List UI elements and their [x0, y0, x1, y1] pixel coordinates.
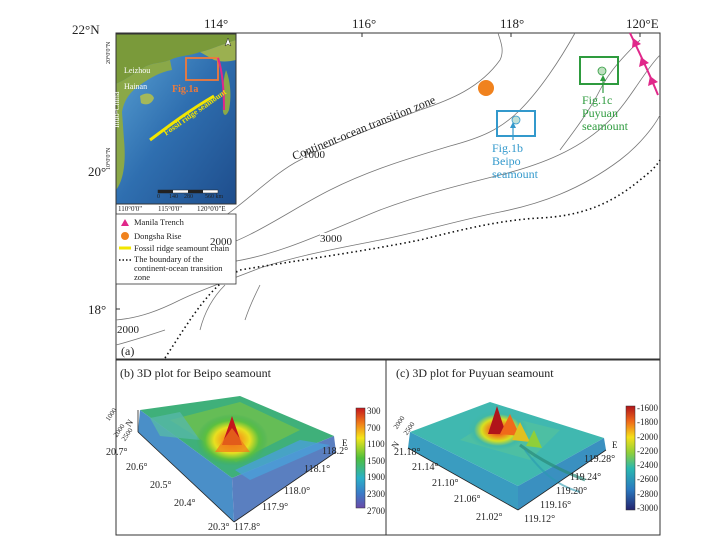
- fig1b-ref: Fig.1b: [492, 141, 524, 155]
- legend-trench-label: Manila Trench: [134, 217, 184, 227]
- panel-c-lon-119-16: 119.16°: [540, 500, 572, 511]
- panel-b-lon-118-1: 118.1°: [304, 464, 331, 475]
- lon-120-label: 120°E: [626, 16, 659, 31]
- puyuan-3d-surface: [407, 402, 607, 511]
- lat-22-label: 22°N: [72, 22, 100, 37]
- panel-b-lon-117-8: 117.8°: [234, 522, 261, 533]
- contour-label-2000a: 2000: [210, 236, 232, 248]
- inset-fig1a-label: Fig.1a: [172, 84, 199, 95]
- panel-a-label: (a): [121, 344, 135, 358]
- panel-b-lat-20-7: 20.7°: [106, 447, 128, 458]
- panel-c-lon-119-20: 119.20°: [556, 486, 588, 497]
- lat-18-label: 18°: [88, 302, 107, 317]
- panel-b-lon-118-2: 118.2°: [322, 446, 349, 457]
- inset-lon-115: 115°0'0": [158, 205, 183, 213]
- panel-c-colorbar-ticks: -1600 -1800 -2000 -2200 -2400 -2600 -280…: [637, 403, 658, 514]
- panel-b-lat-20-4: 20.4°: [174, 498, 196, 509]
- fig1b-type: seamount: [492, 167, 538, 181]
- legend-trench-symbol: [121, 219, 129, 226]
- fig1c-type: seamount: [582, 119, 628, 133]
- puyuan-colorbar: [625, 405, 636, 511]
- inset-hainan-label: Hainan: [124, 82, 148, 91]
- panel-c-east: E: [612, 440, 618, 450]
- contour-label-2000b: 2000: [117, 324, 139, 336]
- legend-dongsha-label: Dongsha Rise: [134, 231, 182, 241]
- panel-c-lat-21-06: 21.06°: [454, 494, 481, 505]
- beipo-3d-surface: [137, 396, 337, 523]
- inset-indochina-label: Indo-China: [112, 91, 121, 128]
- fig1b-name: Beipo: [492, 154, 521, 168]
- panel-b-lon-117-9: 117.9°: [262, 502, 289, 513]
- panel-c-lat-21-18: 21.18°: [394, 447, 421, 458]
- panel-c-title: (c) 3D plot for Puyuan seamount: [396, 366, 554, 380]
- panel-b-lon-118-0: 118.0°: [284, 486, 311, 497]
- panel-b-title: (b) 3D plot for Beipo seamount: [120, 366, 271, 380]
- inset-lon-120: 120°0'0"E: [197, 205, 226, 213]
- legend-dongsha-symbol: [121, 232, 129, 240]
- panel-c-lat-21-02: 21.02°: [476, 512, 503, 523]
- lat-20-label: 20°: [88, 164, 107, 179]
- inset-leizhou-label: Leizhou: [124, 66, 151, 75]
- dongsha-rise-marker: [478, 80, 494, 96]
- panel-b-lat-20-5: 20.5°: [150, 480, 172, 491]
- manila-trench: [629, 32, 659, 96]
- panel-c-lon-119-28: 119.28°: [584, 454, 616, 465]
- fig1c-callout: Fig.1c Puyuan seamount: [582, 94, 628, 133]
- fig1c-ref: Fig.1c: [582, 93, 613, 107]
- beipo-colorbar: [355, 407, 366, 509]
- panel-c-lon-119-12: 119.12°: [524, 514, 556, 525]
- panel-b-east: E: [342, 438, 348, 448]
- panel-b-lat-20-6: 20.6°: [126, 462, 148, 473]
- inset-scale-0: 0: [157, 194, 160, 200]
- panel-c-lon-119-24: 119.24°: [570, 472, 602, 483]
- puyuan-box: [579, 56, 619, 85]
- contour-label-3000: 3000: [320, 233, 342, 245]
- fig1b-callout: Fig.1b Beipo seamount: [492, 142, 538, 181]
- lon-118-label: 118°: [500, 16, 525, 31]
- lon-114-label: 114°: [204, 16, 229, 31]
- lon-116-label: 116°: [352, 16, 377, 31]
- beipo-box: [496, 110, 536, 137]
- legend-boundary-label: The boundary of the continent-ocean tran…: [134, 254, 223, 282]
- panel-b-colorbar-ticks: 300 700 1100 1500 1900 2300 2700: [367, 406, 385, 516]
- inset-lon-110: 110°0'0": [118, 205, 143, 213]
- inset-map: [115, 33, 237, 205]
- inset-lat-20: 20°0'0"N: [106, 41, 112, 64]
- panel-b-lat-20-3: 20.3°: [208, 522, 230, 533]
- contour-label-1000: 1000: [303, 149, 325, 161]
- panel-c-lat-21-14: 21.14°: [412, 462, 439, 473]
- legend: [115, 213, 237, 285]
- inset-scale-140: 140: [169, 194, 178, 200]
- inset-scale-280: 280: [184, 194, 193, 200]
- panel-c-lat-21-10: 21.10°: [432, 478, 459, 489]
- inset-scale-560: 560 km: [205, 194, 224, 200]
- fig1c-name: Puyuan: [582, 106, 618, 120]
- inset-lat-10: 10°0'0"N: [106, 147, 112, 170]
- legend-ridge-label: Fossil ridge seamount chain: [134, 243, 230, 253]
